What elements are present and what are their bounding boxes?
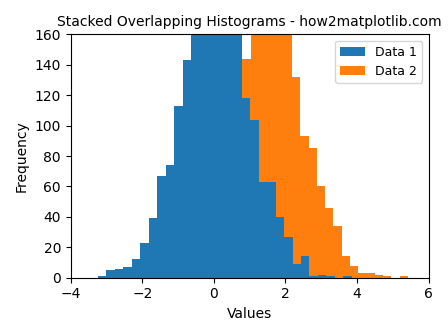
Bar — [132, 259, 140, 278]
Bar — [276, 217, 284, 278]
Bar — [216, 0, 225, 278]
Bar — [225, 2, 233, 278]
Bar — [140, 243, 149, 278]
Bar — [208, 0, 216, 278]
Bar — [242, 98, 250, 278]
Bar — [209, 200, 218, 278]
Bar — [185, 247, 193, 278]
Bar — [115, 268, 123, 278]
Bar — [226, 107, 234, 278]
Bar — [293, 264, 301, 278]
Bar — [123, 267, 132, 278]
Bar — [193, 226, 201, 278]
Bar — [233, 33, 242, 278]
Bar — [258, 182, 267, 278]
Y-axis label: Frequency: Frequency — [15, 120, 29, 192]
Bar — [242, 59, 250, 278]
Bar — [284, 11, 292, 278]
Bar — [218, 133, 226, 278]
Bar — [310, 276, 318, 278]
Bar — [318, 275, 326, 278]
Title: Stacked Overlapping Histograms - how2matplotlib.com: Stacked Overlapping Histograms - how2mat… — [57, 15, 442, 29]
Legend: Data 1, Data 2: Data 1, Data 2 — [336, 41, 422, 83]
Bar — [333, 226, 342, 278]
Bar — [343, 276, 352, 278]
Bar — [301, 256, 310, 278]
Bar — [400, 276, 408, 278]
Bar — [201, 224, 209, 278]
Bar — [166, 165, 174, 278]
Bar — [182, 60, 191, 278]
Bar — [284, 237, 293, 278]
Bar — [176, 267, 185, 278]
Bar — [292, 77, 300, 278]
Bar — [383, 276, 392, 278]
Bar — [168, 270, 176, 278]
Bar — [276, 4, 284, 278]
Bar — [375, 275, 383, 278]
Bar — [350, 265, 358, 278]
Bar — [149, 218, 157, 278]
Bar — [300, 136, 309, 278]
Bar — [267, 182, 276, 278]
Bar — [98, 276, 106, 278]
Bar — [259, 4, 267, 278]
Bar — [191, 25, 199, 278]
Bar — [174, 106, 182, 278]
Bar — [159, 270, 168, 278]
Bar — [250, 120, 258, 278]
Bar — [366, 273, 375, 278]
X-axis label: Values: Values — [227, 307, 272, 321]
Bar — [317, 186, 325, 278]
Bar — [106, 270, 115, 278]
Bar — [309, 149, 317, 278]
Bar — [326, 276, 335, 278]
Bar — [199, 14, 208, 278]
Bar — [250, 25, 259, 278]
Bar — [234, 66, 242, 278]
Bar — [157, 176, 166, 278]
Bar — [342, 256, 350, 278]
Bar — [358, 273, 366, 278]
Bar — [267, 19, 276, 278]
Bar — [325, 208, 333, 278]
